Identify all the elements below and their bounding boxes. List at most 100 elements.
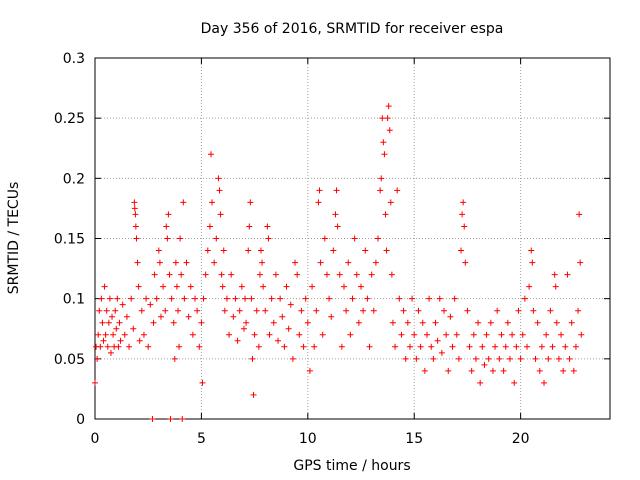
data-point — [251, 331, 258, 338]
data-point — [578, 331, 585, 338]
data-point — [321, 235, 328, 242]
data-point — [355, 319, 362, 326]
data-point — [502, 343, 509, 350]
data-point — [194, 307, 201, 314]
data-point — [404, 319, 411, 326]
data-point — [105, 319, 112, 326]
data-point — [368, 271, 375, 278]
data-point — [285, 325, 292, 332]
data-point — [547, 307, 554, 314]
data-point — [421, 367, 428, 374]
data-point — [386, 127, 393, 134]
data-point — [553, 319, 560, 326]
data-point — [311, 343, 318, 350]
data-point — [98, 295, 105, 302]
axis-ticks: 0 5 10 15 20 0 0.05 0.1 0.15 0.2 0.25 0.3 — [54, 51, 610, 447]
data-point — [202, 271, 209, 278]
data-point — [220, 247, 227, 254]
data-point — [168, 295, 175, 302]
data-point — [572, 343, 579, 350]
data-point — [530, 307, 537, 314]
data-point — [260, 283, 267, 290]
data-point — [228, 271, 235, 278]
data-points — [92, 103, 585, 422]
data-point — [515, 307, 522, 314]
data-point — [564, 271, 571, 278]
data-point — [370, 307, 377, 314]
data-point — [96, 307, 103, 314]
data-point — [97, 343, 104, 350]
data-point — [351, 235, 358, 242]
data-point — [164, 235, 171, 242]
data-point — [468, 367, 475, 374]
data-point — [566, 355, 573, 362]
data-point — [423, 331, 430, 338]
x-tick-label: 0 — [91, 431, 100, 447]
data-point — [132, 211, 139, 218]
data-point — [472, 355, 479, 362]
data-point — [189, 331, 196, 338]
data-point — [211, 259, 218, 266]
data-point — [174, 307, 181, 314]
data-point — [126, 343, 133, 350]
data-point — [538, 343, 545, 350]
data-point — [323, 271, 330, 278]
data-point — [562, 343, 569, 350]
data-point — [283, 283, 290, 290]
data-point — [398, 331, 405, 338]
data-point — [279, 313, 286, 320]
data-point — [109, 313, 116, 320]
data-point — [519, 331, 526, 338]
data-point — [162, 307, 169, 314]
data-point — [213, 235, 220, 242]
data-point — [219, 283, 226, 290]
data-point — [185, 313, 192, 320]
data-point — [343, 307, 350, 314]
data-point — [248, 295, 255, 302]
data-point — [477, 379, 484, 386]
data-point — [570, 367, 577, 374]
data-point — [160, 283, 167, 290]
data-point — [166, 271, 173, 278]
data-point — [232, 295, 239, 302]
data-point — [114, 295, 121, 302]
data-point — [426, 295, 433, 302]
x-tick-label: 5 — [197, 431, 206, 447]
data-point — [266, 331, 273, 338]
data-point — [275, 337, 282, 344]
data-point — [136, 337, 143, 344]
data-point — [150, 319, 157, 326]
data-point — [309, 283, 316, 290]
data-point — [338, 343, 345, 350]
data-point — [466, 343, 473, 350]
data-point — [381, 151, 388, 158]
data-point — [385, 103, 392, 110]
data-point — [268, 295, 275, 302]
data-point — [333, 187, 340, 194]
data-point — [262, 307, 269, 314]
data-point — [489, 367, 496, 374]
data-point — [506, 355, 513, 362]
data-point — [543, 331, 550, 338]
data-point — [157, 313, 164, 320]
data-point — [459, 211, 466, 218]
data-point — [526, 283, 533, 290]
data-point — [413, 355, 420, 362]
data-point — [296, 331, 303, 338]
data-point — [104, 343, 111, 350]
data-point — [172, 259, 179, 266]
data-point — [234, 337, 241, 344]
y-tick-label: 0.1 — [63, 292, 85, 308]
data-point — [487, 319, 494, 326]
data-point — [151, 271, 158, 278]
data-point — [453, 331, 460, 338]
data-point — [134, 259, 141, 266]
data-point — [336, 271, 343, 278]
data-point — [576, 211, 583, 218]
data-point — [464, 307, 471, 314]
data-point — [226, 331, 233, 338]
data-point — [245, 247, 252, 254]
data-point — [362, 247, 369, 254]
data-point — [494, 307, 501, 314]
data-point — [167, 416, 174, 422]
